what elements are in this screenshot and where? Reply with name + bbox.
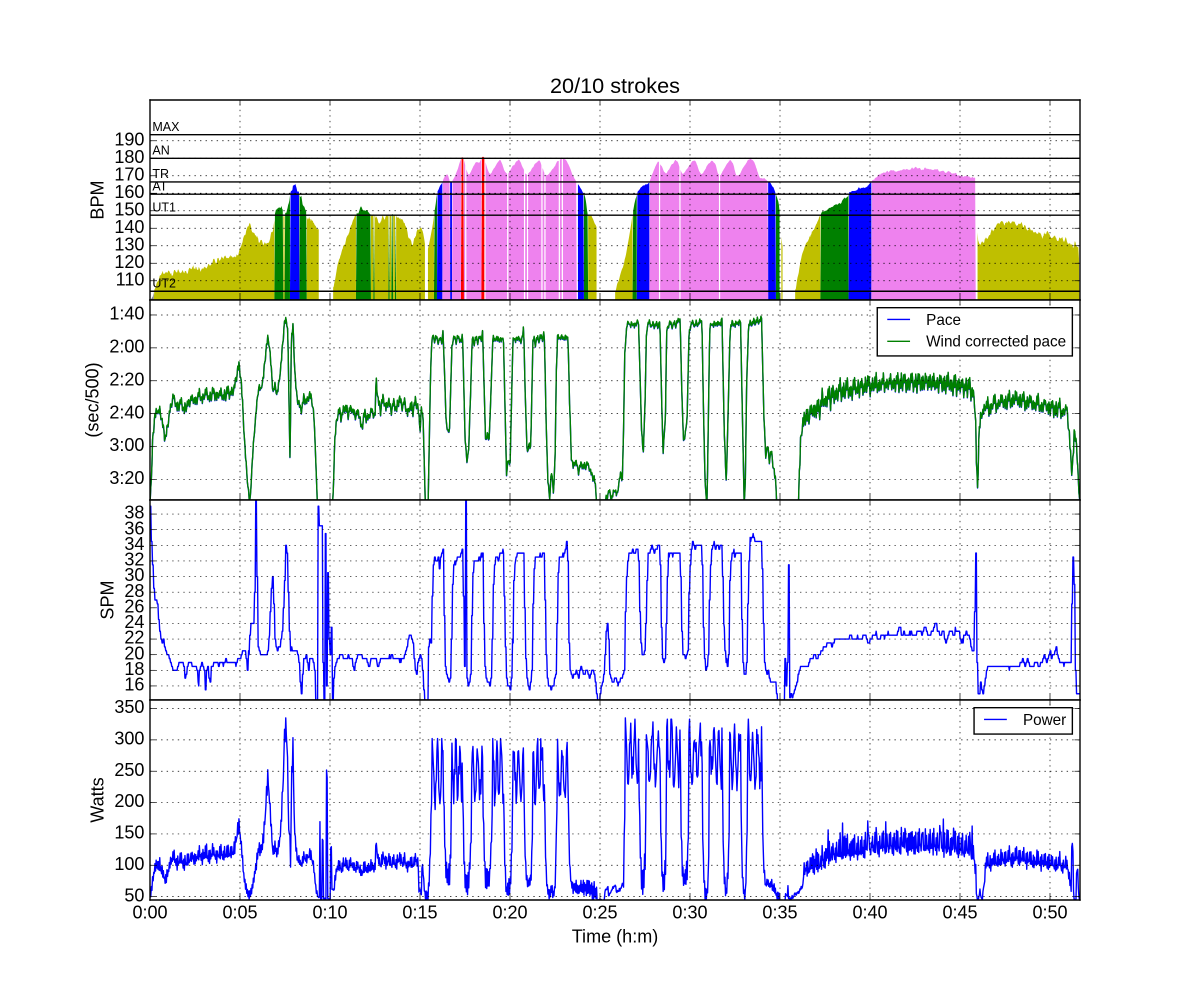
svg-text:140: 140: [114, 217, 144, 237]
svg-text:38: 38: [124, 503, 144, 523]
svg-text:TR: TR: [152, 167, 169, 181]
svg-text:0:15: 0:15: [402, 903, 437, 923]
svg-text:3:20: 3:20: [109, 468, 144, 488]
svg-text:160: 160: [114, 182, 144, 202]
svg-text:0:50: 0:50: [1032, 903, 1067, 923]
svg-text:MAX: MAX: [152, 120, 180, 134]
svg-text:30: 30: [124, 565, 144, 585]
svg-text:170: 170: [114, 164, 144, 184]
svg-text:SPM: SPM: [98, 580, 118, 619]
svg-text:20: 20: [124, 643, 144, 663]
svg-text:180: 180: [114, 147, 144, 167]
svg-text:20/10 strokes: 20/10 strokes: [550, 73, 680, 98]
svg-text:200: 200: [114, 791, 144, 811]
svg-text:250: 250: [114, 760, 144, 780]
svg-text:28: 28: [124, 581, 144, 601]
svg-text:0:00: 0:00: [132, 903, 167, 923]
svg-text:120: 120: [114, 252, 144, 272]
svg-text:100: 100: [114, 854, 144, 874]
svg-text:300: 300: [114, 729, 144, 749]
svg-text:AN: AN: [152, 143, 169, 157]
svg-text:190: 190: [114, 129, 144, 149]
svg-text:UT1: UT1: [152, 200, 176, 214]
svg-text:UT2: UT2: [152, 276, 176, 290]
svg-text:16: 16: [124, 675, 144, 695]
svg-text:26: 26: [124, 596, 144, 616]
svg-text:0:40: 0:40: [852, 903, 887, 923]
svg-text:AT: AT: [152, 179, 167, 193]
svg-text:130: 130: [114, 234, 144, 254]
svg-text:34: 34: [124, 534, 144, 554]
svg-text:0:25: 0:25: [582, 903, 617, 923]
svg-text:110: 110: [116, 269, 145, 289]
svg-text:32: 32: [124, 550, 144, 570]
svg-text:150: 150: [114, 823, 144, 843]
svg-text:24: 24: [124, 612, 144, 632]
svg-text:BPM: BPM: [88, 180, 108, 219]
svg-text:0:35: 0:35: [762, 903, 797, 923]
svg-text:350: 350: [114, 697, 144, 717]
svg-text:2:40: 2:40: [109, 402, 144, 422]
svg-text:18: 18: [124, 659, 144, 679]
svg-text:0:45: 0:45: [942, 903, 977, 923]
svg-text:Pace: Pace: [926, 312, 961, 329]
svg-text:0:30: 0:30: [672, 903, 707, 923]
svg-text:Wind corrected pace: Wind corrected pace: [926, 334, 1066, 351]
svg-text:3:00: 3:00: [109, 435, 144, 455]
svg-text:2:00: 2:00: [109, 337, 144, 357]
svg-text:Watts: Watts: [88, 777, 108, 822]
svg-text:1:40: 1:40: [109, 304, 144, 324]
svg-text:22: 22: [124, 628, 144, 648]
svg-text:0:20: 0:20: [492, 903, 527, 923]
svg-text:0:10: 0:10: [312, 903, 347, 923]
svg-text:Time (h:m): Time (h:m): [572, 926, 659, 946]
svg-text:36: 36: [124, 518, 144, 538]
svg-text:150: 150: [114, 199, 144, 219]
svg-text:50: 50: [124, 885, 144, 905]
svg-text:0:05: 0:05: [222, 903, 257, 923]
svg-text:Power: Power: [1023, 712, 1066, 729]
svg-text:2:20: 2:20: [109, 369, 144, 389]
svg-text:(sec/500): (sec/500): [83, 362, 103, 437]
